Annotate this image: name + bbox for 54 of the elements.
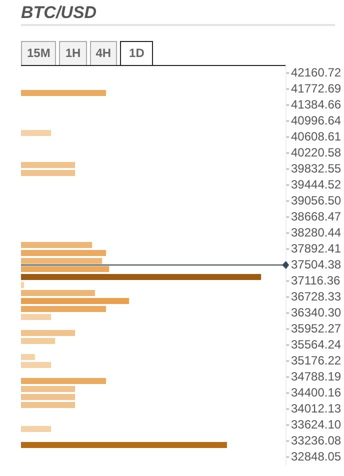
- y-tick-label: 39056.50: [291, 193, 342, 208]
- y-tick-label: 39444.52: [291, 177, 342, 192]
- y-tick-label: 36340.30: [291, 305, 342, 320]
- bar: [21, 258, 102, 264]
- bar: [21, 250, 106, 256]
- y-tick-label: 38668.47: [291, 209, 342, 224]
- y-tick-label: 40996.64: [291, 113, 342, 128]
- y-tick-label: 33236.08: [291, 433, 342, 448]
- bar: [21, 274, 262, 280]
- bar: [21, 354, 35, 360]
- y-tick-label: 41772.69: [291, 81, 342, 96]
- y-tick-label: 36728.33: [291, 289, 342, 304]
- y-tick-label: 34788.19: [291, 369, 342, 384]
- text: 1D: [120, 41, 154, 66]
- bar: [21, 162, 76, 168]
- y-tick-label: 37504.38: [291, 257, 342, 272]
- y-tick-label: 33624.10: [291, 417, 342, 432]
- bar: [21, 362, 52, 368]
- bar: [21, 282, 24, 288]
- y-tick-label: 37116.36: [291, 273, 340, 288]
- y-tick-label: 39832.55: [291, 161, 342, 176]
- bar: [21, 242, 92, 248]
- y-tick-label: 35952.27: [291, 321, 342, 336]
- bar: [21, 130, 52, 136]
- bar: [21, 290, 95, 296]
- bar: [21, 386, 76, 392]
- bar: [21, 378, 106, 384]
- text: 15M: [21, 41, 56, 65]
- bar: [21, 298, 130, 304]
- y-tick-label: 37892.41: [291, 241, 342, 256]
- y-tick-label: 34012.13: [291, 401, 342, 416]
- bar: [21, 306, 106, 312]
- chart-title: BTC/USD: [21, 3, 97, 23]
- y-tick-label: 38280.44: [291, 225, 342, 240]
- y-tick-label: 35176.22: [291, 353, 342, 368]
- bar: [21, 426, 52, 432]
- y-tick-label: 42160.72: [291, 65, 342, 80]
- bar: [21, 90, 106, 96]
- bar: [21, 314, 52, 320]
- y-tick-label: 40608.61: [291, 129, 342, 144]
- y-tick-label: 34400.16: [291, 385, 342, 400]
- y-tick-label: 32848.05: [291, 449, 342, 464]
- bar: [21, 402, 76, 408]
- y-tick-label: 40220.58: [291, 145, 342, 160]
- y-tick-label: 35564.24: [291, 337, 342, 352]
- y-tick-label: 41384.66: [291, 97, 342, 112]
- text: 4H: [90, 41, 118, 65]
- bar: [21, 394, 76, 400]
- bar: [21, 330, 76, 336]
- bar: [21, 170, 76, 176]
- bar: [21, 338, 56, 344]
- bar: [21, 266, 110, 272]
- text: 1H: [59, 41, 87, 65]
- bar: [21, 442, 227, 448]
